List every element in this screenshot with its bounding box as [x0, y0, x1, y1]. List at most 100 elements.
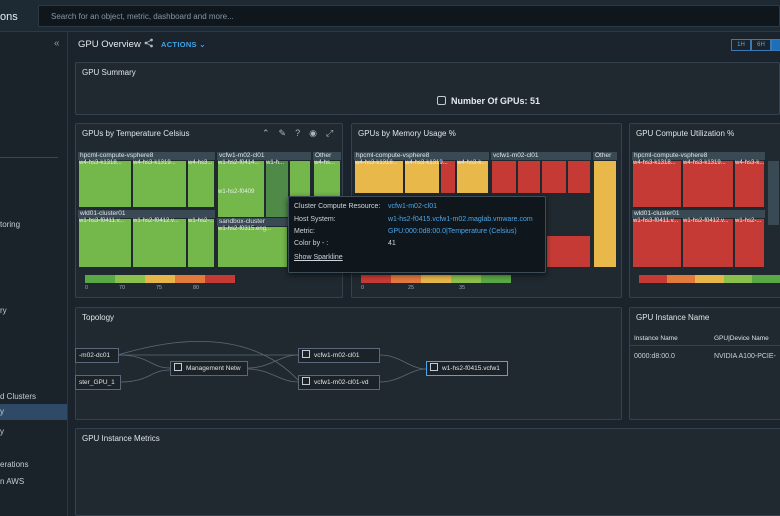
- nav-item-other[interactable]: y: [0, 427, 4, 436]
- treemap-label: w4-hs...: [314, 160, 336, 166]
- treemap-label: w1-h...: [266, 160, 285, 166]
- treemap-label: w4-hs3-k...: [735, 160, 765, 166]
- table-cell[interactable]: 0000:d8:00.0: [634, 353, 675, 360]
- nav-item-aws[interactable]: n AWS: [0, 477, 25, 486]
- treemap-cell[interactable]: [217, 226, 288, 268]
- treemap-cell[interactable]: [632, 160, 682, 208]
- topology-title: Topology: [82, 313, 115, 322]
- tooltip-value-link[interactable]: GPU:000:0d8:00.0|Temperature (Celsius): [388, 228, 517, 235]
- gpu-summary-title: GPU Summary: [82, 68, 136, 77]
- treemap-group: Other: [593, 152, 617, 160]
- instance-name-title: GPU Instance Name: [636, 313, 710, 322]
- legend-tick: 75: [156, 285, 163, 291]
- treemap-group: Other: [313, 152, 341, 160]
- treemap-cell[interactable]: [682, 160, 734, 208]
- time-1h-button[interactable]: 1H: [731, 39, 751, 51]
- treemap-cell[interactable]: [567, 160, 591, 194]
- left-nav: « toring ry d Clusters y y erations n AW…: [0, 32, 68, 516]
- treemap-label: w1-hs2-f0414...: [218, 160, 260, 166]
- treemap-label: w1-hs3-f0411.v...: [633, 218, 679, 224]
- treemap-group: vcfw1-m02-cl01: [491, 152, 591, 160]
- topology-node-host[interactable]: w1-hs2-f0415.vcfw1: [426, 361, 508, 376]
- search-input[interactable]: Search for an object, metric, dashboard …: [38, 5, 780, 27]
- view-icon[interactable]: ◉: [309, 128, 317, 138]
- instance-name-panel: GPU Instance Name: [629, 307, 780, 420]
- time-6h-button[interactable]: 6H: [751, 39, 771, 51]
- tooltip-value-link[interactable]: vcfw1-m02-cl01: [388, 203, 438, 210]
- treemap-cell[interactable]: [632, 218, 682, 268]
- nav-item-monitoring[interactable]: toring: [0, 220, 21, 229]
- treemap-label: w4-hs3-k1318...: [79, 160, 122, 166]
- edit-icon[interactable]: ✎: [278, 128, 287, 138]
- time-selected-button[interactable]: [771, 39, 780, 51]
- treemap-label: w4-hs3-k1319...: [683, 160, 726, 166]
- treemap-label: w1-hs2-...: [188, 218, 215, 224]
- nav-item-inventory[interactable]: ry: [0, 306, 7, 315]
- memory-legend: [361, 275, 511, 283]
- treemap-cell[interactable]: [404, 160, 440, 194]
- legend-tick: 70: [119, 285, 126, 291]
- topology-node-switch[interactable]: vcfw1-m02-cl01-vd: [298, 375, 380, 390]
- treemap-label: w1-hs2-f0412.v...: [133, 218, 179, 224]
- tooltip-value-link[interactable]: w1-hs2-f0415.vcfw1-m02.maglab.vmware.com: [388, 216, 533, 223]
- legend-tick: 80: [193, 285, 200, 291]
- treemap-cell[interactable]: [734, 160, 765, 208]
- collapse-nav-icon[interactable]: «: [54, 38, 60, 49]
- topology-node-compute[interactable]: vcfw1-m02-cl01: [298, 348, 380, 363]
- treemap-label: w4-hs3-k1318...: [355, 160, 398, 166]
- tooltip-key: Metric:: [294, 228, 315, 235]
- topology-node-datacenter[interactable]: -m02-dc01: [75, 348, 119, 363]
- treemap-cell[interactable]: [217, 160, 265, 218]
- treemap-cell[interactable]: [440, 160, 456, 194]
- treemap-cell[interactable]: [517, 160, 541, 194]
- treemap-group: hpcml-compute-vsphere8: [354, 152, 489, 160]
- gpu-count: Number Of GPUs: 51: [451, 96, 541, 106]
- legend-tick: 0: [361, 285, 365, 291]
- treemap-cell-hovered[interactable]: [265, 160, 289, 218]
- table-header[interactable]: Instance Name: [634, 335, 678, 342]
- topology-node-network[interactable]: Management Netw: [170, 361, 248, 376]
- time-range-toggle: 1H 6H: [731, 39, 780, 51]
- treemap-cell[interactable]: [491, 160, 517, 194]
- expand-icon[interactable]: ⤢: [325, 128, 334, 138]
- nav-item-operations[interactable]: erations: [0, 460, 29, 469]
- tooltip-value: 41: [388, 240, 396, 247]
- tooltip-key: Color by - :: [294, 240, 329, 247]
- app-title: ons: [0, 11, 18, 23]
- top-bar: ons Search for an object, metric, dashbo…: [0, 0, 780, 32]
- help-icon[interactable]: ?: [295, 128, 301, 138]
- utilization-legend: [639, 275, 780, 283]
- treemap-cell[interactable]: [78, 218, 132, 268]
- nav-item-clusters[interactable]: d Clusters: [0, 392, 37, 401]
- collapse-icon[interactable]: ⌃: [262, 128, 270, 138]
- treemap-cell[interactable]: [78, 160, 132, 208]
- nav-item-active[interactable]: y: [0, 404, 67, 420]
- topology-node-cluster[interactable]: ster_GPU_1: [75, 375, 121, 390]
- treemap-cell[interactable]: [593, 160, 617, 268]
- treemap-group: vcfw1-m02-cl01: [217, 152, 311, 160]
- treemap-label: w1-hs2-f0412.v...: [683, 218, 729, 224]
- treemap-cell[interactable]: [541, 160, 567, 194]
- actions-menu[interactable]: ACTIONS ⌄: [161, 40, 206, 49]
- folder-icon: [174, 363, 182, 371]
- treemap-cell[interactable]: [354, 160, 404, 194]
- treemap-cell[interactable]: [187, 218, 215, 268]
- gpu-icon: [437, 96, 446, 105]
- utilization-title: GPU Compute Utilization %: [636, 129, 735, 138]
- treemap-cell[interactable]: [682, 218, 734, 268]
- treemap-cell[interactable]: [546, 235, 591, 268]
- host-icon: [430, 363, 438, 371]
- table-header[interactable]: GPU|Device Name: [714, 335, 769, 342]
- treemap-cell[interactable]: [456, 160, 489, 194]
- temperature-legend: [85, 275, 235, 283]
- table-cell[interactable]: NVIDIA A100-PCIE-: [714, 353, 776, 360]
- treemap-cell[interactable]: [187, 160, 215, 208]
- treemap-tooltip: Cluster Compute Resource: vcfw1-m02-cl01…: [288, 196, 546, 273]
- share-icon[interactable]: [144, 38, 154, 48]
- treemap-label: w4-hs3-k1318...: [633, 160, 676, 166]
- treemap-cell[interactable]: [132, 160, 187, 208]
- treemap-cell[interactable]: [132, 218, 187, 268]
- treemap-cell[interactable]: [734, 218, 765, 268]
- show-sparkline-link[interactable]: Show Sparkline: [294, 254, 343, 261]
- memory-title: GPUs by Memory Usage %: [358, 129, 456, 138]
